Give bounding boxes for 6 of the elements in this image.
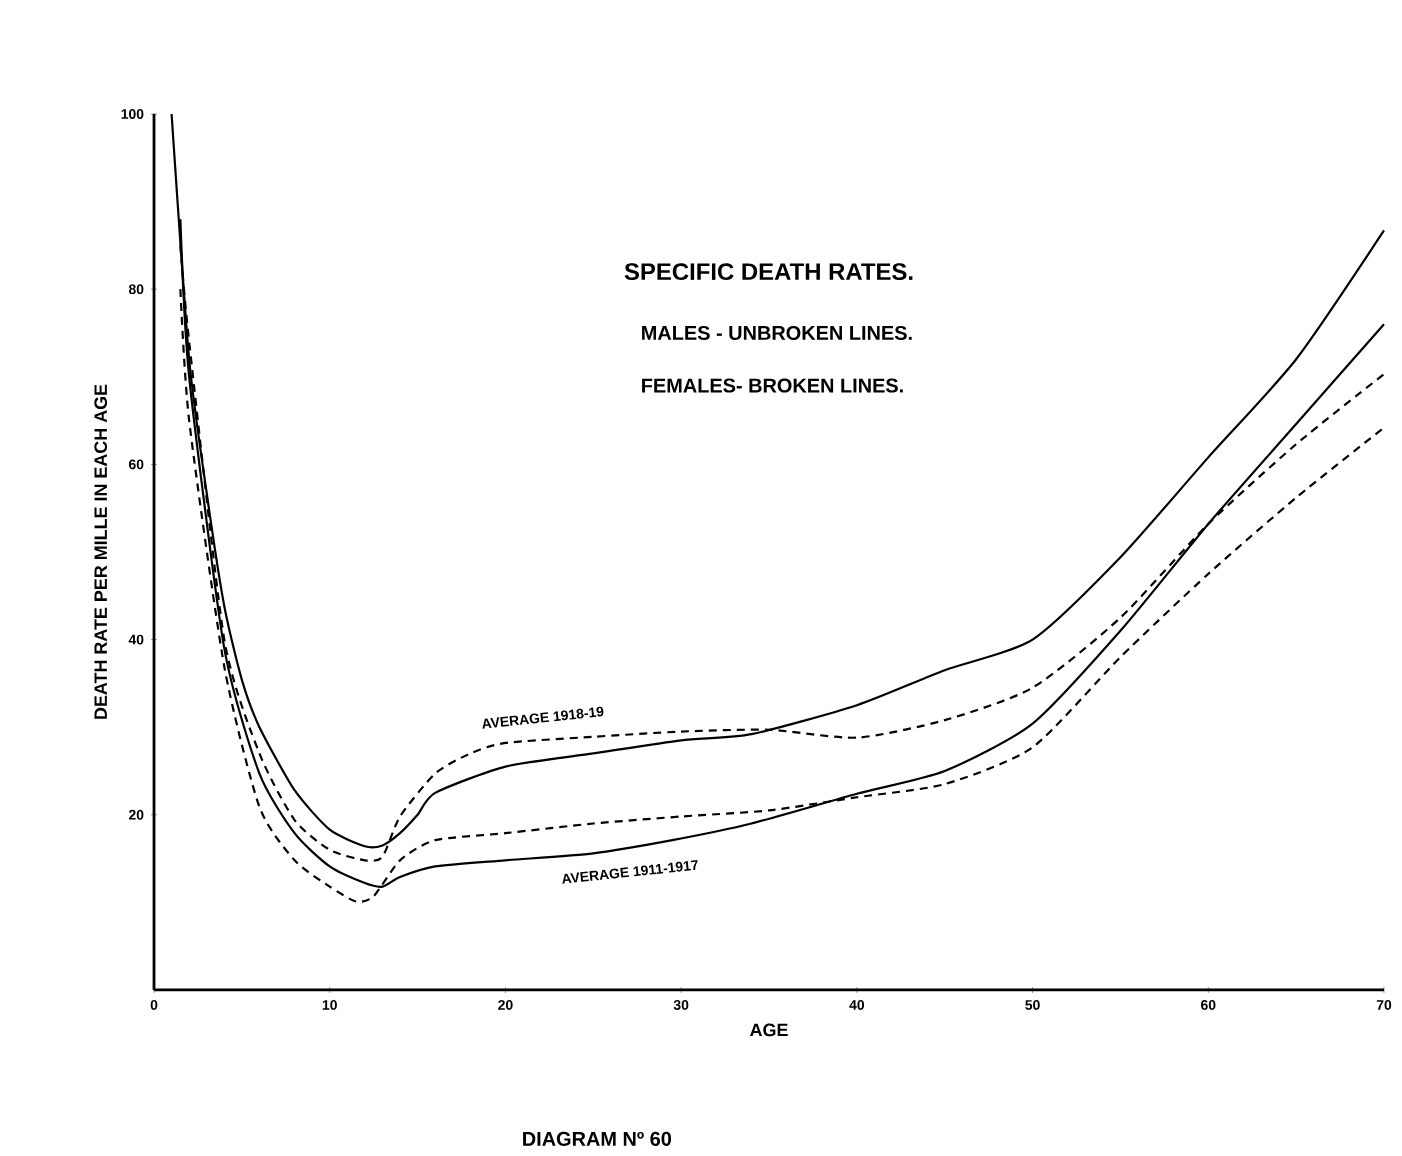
text: SPECIFIC DEATH RATES. xyxy=(624,263,913,281)
x-axis-title: AGE xyxy=(750,1023,788,1037)
annotation: FEMALES- BROKEN LINES. xyxy=(642,378,903,393)
text: DIAGRAM Nº 60 xyxy=(523,1131,672,1146)
y-axis-title: DEATH RATE PER MILLE IN EACH AGE xyxy=(94,384,108,719)
annotation: MALES - UNBROKEN LINES. xyxy=(642,325,912,341)
